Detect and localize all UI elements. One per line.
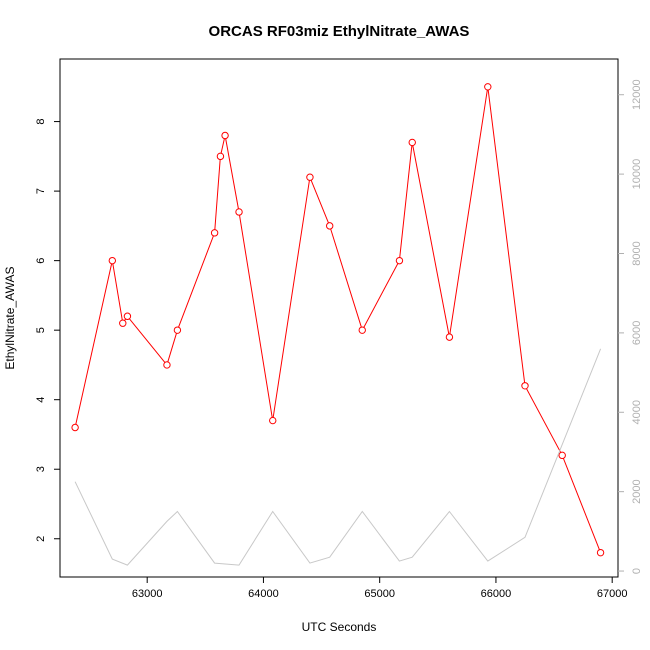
data-point — [71, 423, 79, 432]
data-point — [395, 256, 404, 265]
data-point — [358, 326, 366, 334]
y-tick-label: 8 — [35, 119, 47, 125]
series-line-primary — [74, 86, 602, 553]
data-point — [596, 548, 605, 557]
x-tick-label: 67000 — [597, 588, 628, 600]
data-point — [163, 361, 171, 369]
x-tick-label: 65000 — [364, 588, 395, 600]
data-point — [306, 173, 314, 181]
data-point — [326, 222, 334, 230]
data-point — [119, 319, 127, 327]
data-point — [484, 83, 492, 91]
y2-tick-label: 10000 — [631, 159, 643, 190]
x-axis-title: UTC Seconds — [302, 620, 377, 634]
x-tick-label: 66000 — [481, 588, 512, 600]
data-point — [408, 138, 416, 147]
data-point — [269, 416, 277, 425]
y-axis-left: 2 3 4 5 6 7 8 — [35, 119, 60, 542]
x-tick-label: 63000 — [132, 588, 163, 600]
chart-title: ORCAS RF03miz EthylNitrate_AWAS — [209, 23, 470, 40]
y-tick-label: 7 — [35, 188, 47, 194]
data-point — [216, 152, 225, 161]
y2-tick-label: 8000 — [631, 241, 643, 265]
y2-tick-label: 12000 — [631, 79, 643, 110]
y-tick-label: 6 — [35, 258, 47, 264]
plot-frame — [59, 58, 619, 578]
y2-tick-label: 2000 — [631, 479, 643, 503]
series-layer — [71, 83, 605, 566]
data-point — [210, 229, 219, 237]
y2-tick-label: 6000 — [631, 321, 643, 345]
y-tick-label: 2 — [35, 536, 47, 542]
data-point — [235, 208, 243, 216]
y2-tick-label: 0 — [631, 568, 643, 574]
y-tick-label: 5 — [35, 327, 47, 333]
data-point — [108, 256, 117, 265]
x-axis: 63000 64000 65000 66000 67000 — [132, 577, 628, 600]
x-tick-label: 64000 — [248, 588, 279, 600]
y-tick-label: 4 — [35, 397, 47, 403]
data-point — [173, 326, 182, 334]
data-point — [221, 131, 229, 140]
series-line-secondary — [74, 348, 602, 566]
data-point — [445, 333, 454, 341]
data-point — [521, 382, 529, 390]
data-point — [123, 312, 132, 320]
data-point — [558, 451, 566, 460]
y2-tick-label: 4000 — [631, 400, 643, 424]
y-tick-label: 3 — [35, 466, 47, 472]
y-axis-title: EthylNitrate_AWAS — [3, 266, 17, 369]
y-axis-right: 0 2000 4000 6000 8000 10000 12000 — [618, 79, 643, 574]
